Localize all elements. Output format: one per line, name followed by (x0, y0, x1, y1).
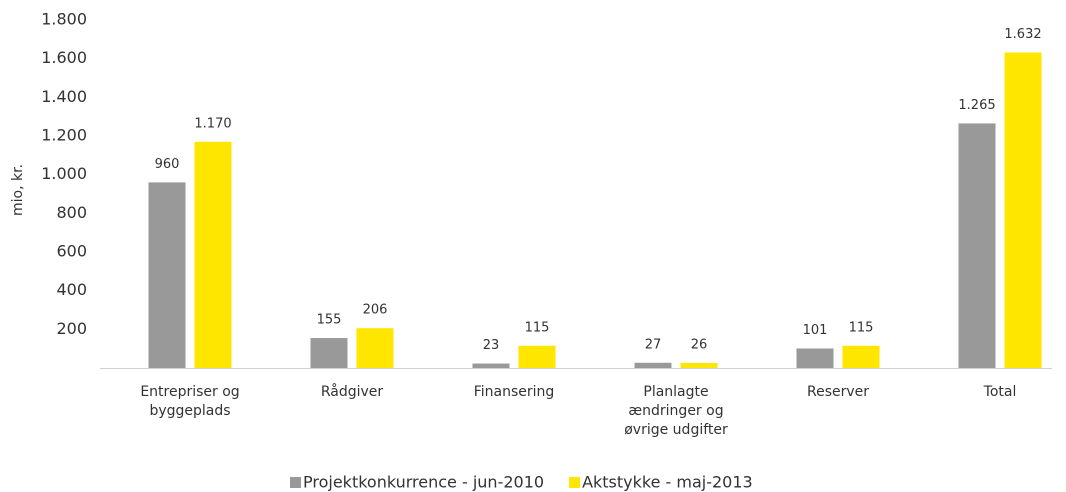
bar (634, 362, 672, 368)
bar (472, 363, 510, 368)
bar (680, 362, 718, 368)
x-tick-label: Total (983, 384, 1017, 400)
y-tick-label: 1.600 (41, 48, 87, 67)
y-tick-label: 600 (56, 242, 87, 261)
legend-label: Projektkonkurrence - jun-2010 (303, 473, 544, 492)
y-tick-label: 1.000 (41, 164, 87, 183)
data-label: 155 (317, 313, 342, 328)
x-tick-label: Finansering (473, 384, 555, 400)
data-label: 1.170 (194, 116, 231, 131)
data-label: 26 (691, 337, 708, 352)
x-tick-label: Rådgiver (320, 384, 384, 400)
bar (310, 338, 348, 368)
bar (958, 123, 996, 368)
data-label: 101 (803, 323, 828, 338)
data-label: 960 (155, 157, 180, 172)
y-tick-label: 400 (56, 280, 87, 299)
x-tick-label: Reserver (806, 384, 870, 400)
bar (148, 182, 186, 368)
data-label: 27 (645, 337, 662, 352)
y-tick-label: 1.800 (41, 10, 87, 29)
data-label: 115 (849, 320, 874, 335)
bar (842, 345, 880, 368)
data-label: 1.265 (958, 98, 995, 113)
data-label: 23 (483, 338, 500, 353)
y-tick-label: 200 (56, 319, 87, 338)
y-tick-label: 1.200 (41, 126, 87, 145)
legend-swatch (290, 477, 301, 488)
bar (1004, 52, 1042, 368)
y-tick-label: 1.400 (41, 87, 87, 106)
bar (194, 141, 232, 368)
bar (796, 348, 834, 368)
bar (356, 328, 394, 368)
legend-swatch (569, 477, 581, 488)
legend-label: Aktstykke - maj-2013 (582, 473, 753, 492)
y-tick-label: 800 (56, 203, 87, 222)
data-label: 115 (525, 320, 550, 335)
y-axis-title: mio, kr. (10, 164, 26, 216)
data-label: 1.632 (1004, 27, 1041, 42)
bar (518, 345, 556, 368)
x-tick-label: Entrepriser og byggeplads (140, 384, 240, 419)
data-label: 206 (363, 303, 388, 318)
x-tick-label: Planlagte ændringer og øvrige udgifter (624, 384, 728, 438)
